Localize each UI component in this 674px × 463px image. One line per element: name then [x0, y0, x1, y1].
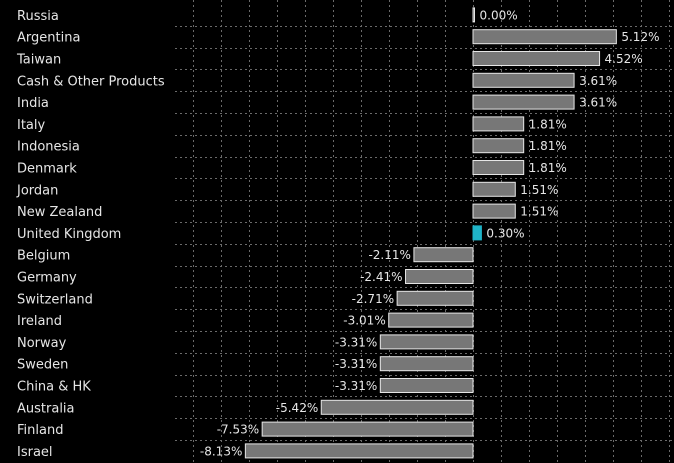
bar: [472, 29, 617, 45]
category-label: China & HK: [17, 380, 91, 395]
category-label: Cash & Other Products: [17, 74, 165, 89]
category-label: Jordan: [16, 183, 58, 198]
bar: [405, 269, 474, 284]
category-label: Norway: [17, 336, 67, 351]
value-label: 5.12%: [621, 30, 659, 44]
bar: [472, 72, 575, 88]
bar: [472, 94, 575, 110]
bar: [472, 225, 482, 241]
bar: [472, 7, 475, 23]
value-label: -3.31%: [335, 357, 377, 371]
bar: [472, 51, 601, 66]
bar: [396, 290, 474, 306]
bar: [388, 312, 474, 328]
value-label: 1.81%: [529, 139, 567, 153]
value-label: -3.01%: [343, 314, 385, 328]
category-label: Belgium: [17, 249, 70, 264]
bar: [261, 421, 474, 437]
bar: [320, 399, 474, 415]
value-label: 1.51%: [520, 183, 558, 197]
value-label: -2.71%: [352, 292, 394, 306]
bar: [379, 356, 474, 372]
bar: [379, 334, 474, 350]
bar: [472, 203, 516, 219]
category-label: India: [17, 96, 49, 111]
category-label: Argentina: [17, 31, 80, 46]
category-label: Sweden: [17, 358, 68, 373]
value-label: -2.11%: [368, 248, 410, 262]
category-label: Russia: [17, 9, 59, 24]
category-label: Switzerland: [17, 292, 93, 307]
category-label: Italy: [17, 118, 46, 133]
value-label: 0.30%: [486, 226, 524, 240]
category-label: New Zealand: [17, 205, 102, 220]
category-label: Germany: [17, 271, 77, 286]
value-label: 3.61%: [579, 96, 617, 110]
category-label: Israel: [17, 445, 53, 460]
value-label: -5.42%: [276, 401, 318, 415]
category-labels: Russia Argentina Taiwan Cash & Other Produc…: [16, 9, 165, 460]
value-label: 3.61%: [579, 74, 617, 88]
value-label: -3.31%: [335, 335, 377, 349]
value-labels: 0.00% 5.12% 4.52% 3.61% 3.61% 1.81% 1.81% 1.81%…: [200, 8, 660, 458]
bar: [379, 378, 474, 393]
value-label: 1.51%: [520, 205, 558, 219]
bar: [472, 138, 525, 154]
value-label: 1.81%: [529, 161, 567, 175]
bar: [413, 247, 474, 263]
bars: [244, 7, 617, 459]
category-label: Denmark: [17, 162, 77, 177]
value-label: -8.13%: [200, 444, 242, 458]
value-label: -3.31%: [335, 379, 377, 393]
value-label: 0.00%: [480, 8, 518, 22]
bar: [472, 181, 516, 197]
bar: [244, 443, 474, 459]
value-label: 1.81%: [529, 117, 567, 131]
bar: [472, 116, 525, 132]
value-label: -7.53%: [217, 423, 259, 437]
bar: [472, 160, 525, 175]
value-label: 4.52%: [605, 52, 643, 66]
category-label: Australia: [17, 401, 75, 416]
category-label: United Kingdom: [17, 227, 121, 242]
value-label: -2.41%: [360, 270, 402, 284]
category-label: Finland: [17, 423, 63, 438]
category-label: Ireland: [17, 314, 62, 329]
category-label: Taiwan: [16, 53, 61, 68]
category-label: Indonesia: [17, 140, 80, 155]
